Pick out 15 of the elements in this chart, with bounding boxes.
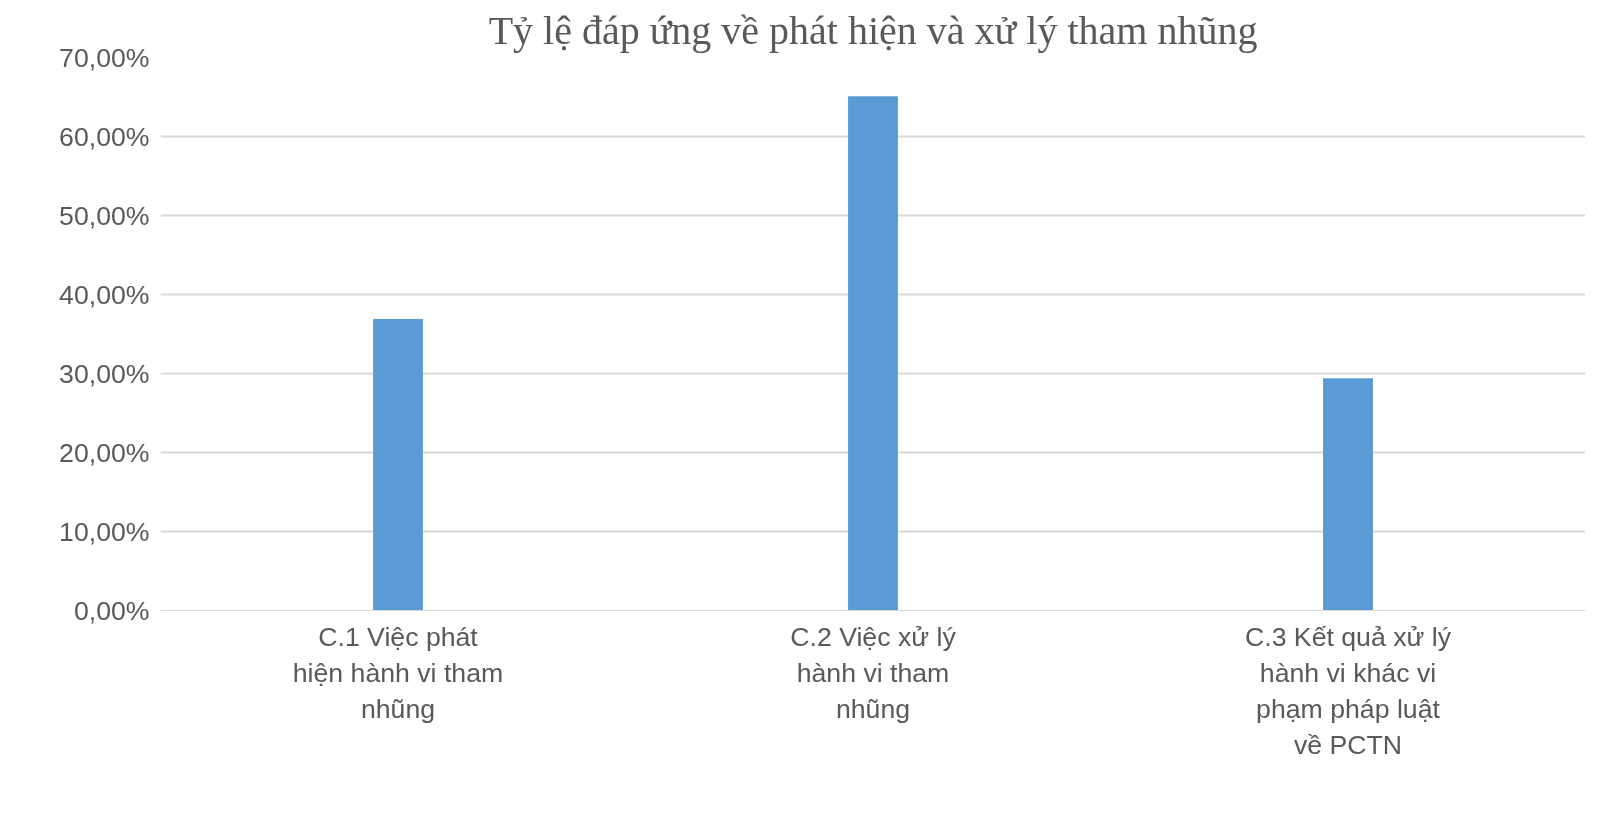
y-tick-label: 30,00% [59,358,150,389]
y-tick-label: 50,00% [59,200,150,231]
x-tick-label: C.2 Việc xử lý hành vi tham nhũng [790,621,957,724]
x-tick-label: C.3 Kết quả xử lý hành vi khác vi phạm pháp luật về PCTN [1244,621,1452,760]
x-tick-label: C.1 Việc phát hiện hành vi tham nhũng [292,621,504,724]
chart-title: Tỷ lệ đáp ứng về phát hiện và xử lý tham nhũng [488,7,1258,53]
y-tick-label: 0,00% [73,595,150,626]
y-tick-label: 10,00% [59,516,150,547]
bar [1323,378,1373,611]
y-tick-label: 60,00% [59,121,150,152]
y-tick-label: 20,00% [59,437,150,468]
y-tick-label: 70,00% [59,42,150,73]
bar [848,96,898,611]
y-tick-label: 40,00% [59,279,150,310]
bar [373,318,423,611]
